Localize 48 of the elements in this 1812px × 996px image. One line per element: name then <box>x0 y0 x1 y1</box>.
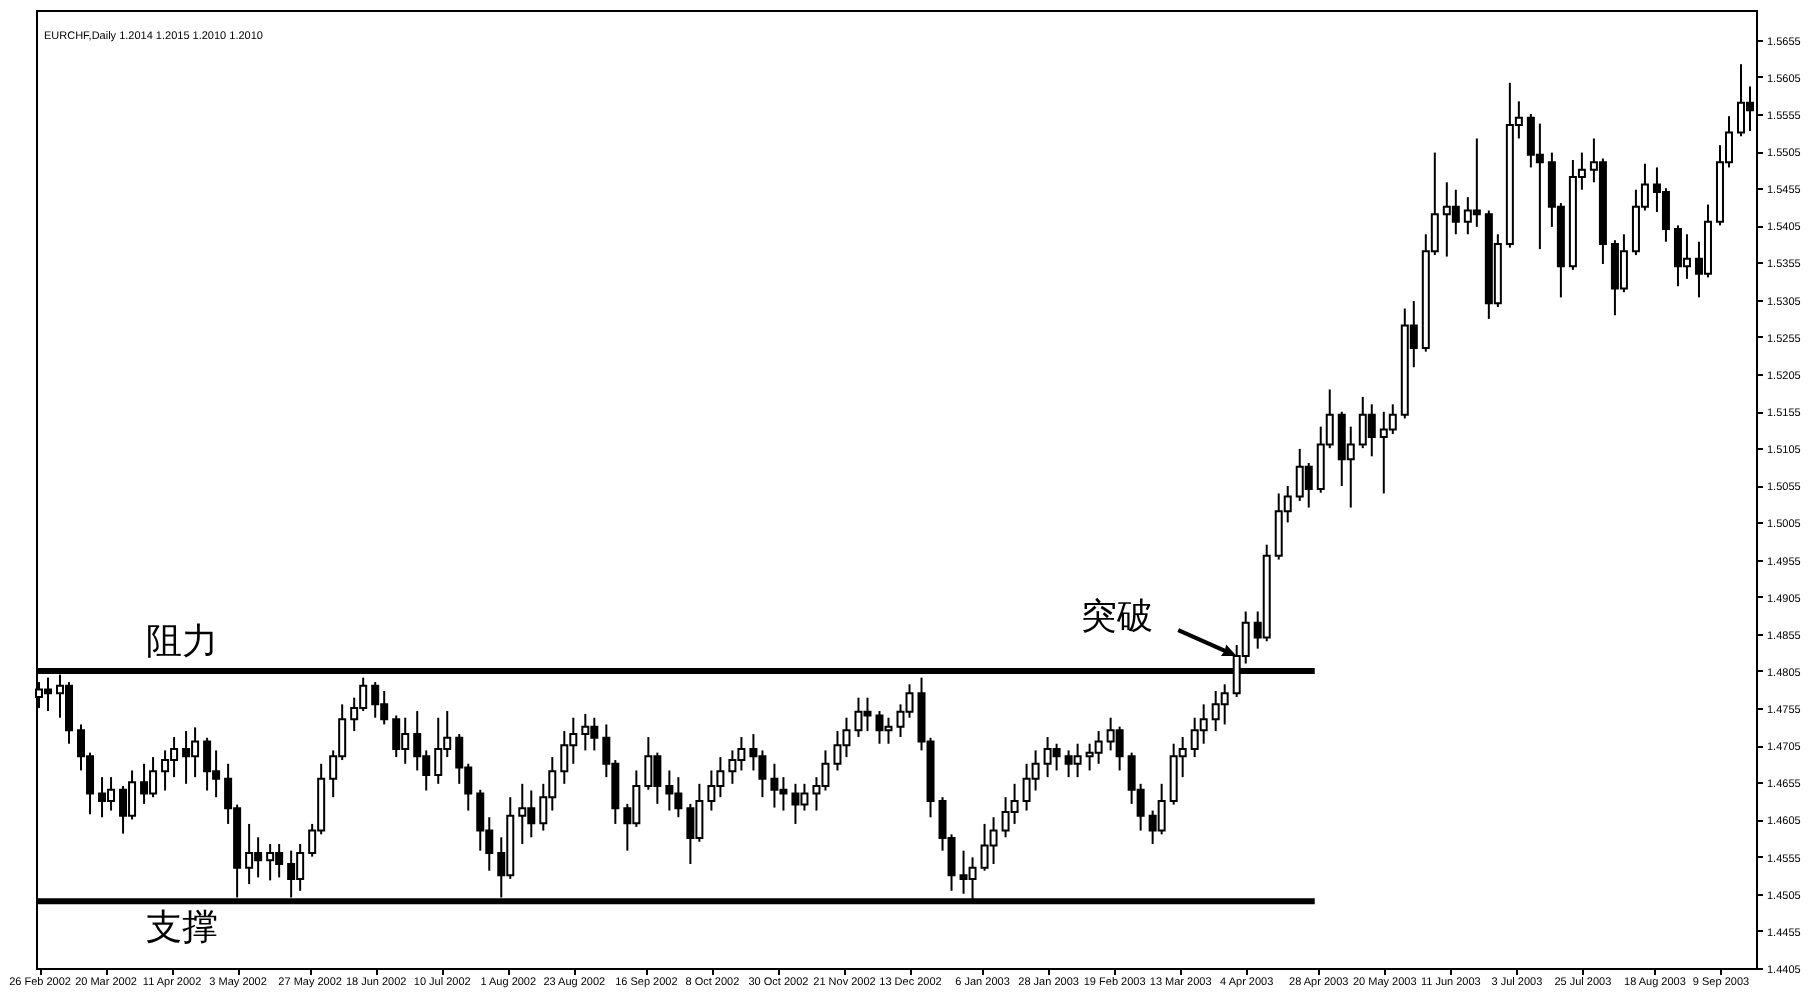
candlestick <box>182 730 191 785</box>
candlestick <box>1304 462 1313 509</box>
series-label: 阻力 <box>146 620 218 663</box>
candlestick <box>1052 742 1061 772</box>
candlestick <box>749 733 758 772</box>
candlestick <box>770 762 779 809</box>
candlestick <box>560 730 569 785</box>
candlestick <box>203 736 212 792</box>
candlestick <box>644 736 653 791</box>
candlestick <box>707 769 716 812</box>
candlestick <box>1010 782 1019 825</box>
candlestick <box>140 762 149 805</box>
candlestick <box>1388 403 1397 436</box>
candlestick <box>665 769 674 812</box>
candlestick <box>1682 233 1691 280</box>
candlestick <box>728 749 737 785</box>
candlestick <box>1115 725 1124 772</box>
candlestick <box>119 785 128 835</box>
candlestick <box>518 782 527 845</box>
candlestick <box>392 714 401 759</box>
candlestick <box>413 710 422 772</box>
candlestick <box>245 822 254 886</box>
candlestick <box>1073 742 1082 779</box>
candlestick <box>1199 703 1208 745</box>
candlestick <box>434 716 443 785</box>
candlestick <box>1472 137 1481 228</box>
candlestick <box>686 802 695 866</box>
candlestick <box>1451 188 1460 236</box>
annotation: 突破 <box>1080 596 1153 639</box>
candlestick <box>875 710 884 745</box>
candlestick <box>791 782 800 825</box>
candlestick <box>161 749 170 792</box>
candlestick <box>371 681 380 719</box>
candlestick <box>1535 122 1544 251</box>
candlestick <box>989 816 998 866</box>
series-label: 支撑 <box>146 907 218 950</box>
candlestick <box>1619 233 1628 294</box>
candlestick <box>581 713 590 752</box>
candlestick <box>833 730 842 772</box>
candlestick <box>1220 683 1229 726</box>
candlestick <box>476 788 485 852</box>
candlestick <box>1094 730 1103 765</box>
candlestick <box>1661 187 1670 243</box>
candlestick <box>266 842 275 882</box>
candlestick <box>1367 403 1376 458</box>
candlestick <box>1157 782 1166 836</box>
candlestick <box>98 776 107 819</box>
candlestick <box>854 696 863 739</box>
